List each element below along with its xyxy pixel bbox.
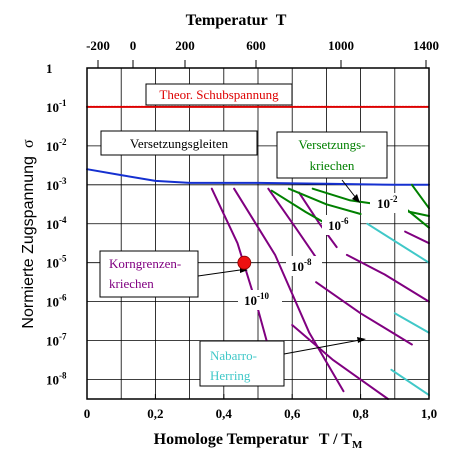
y-axis-symbol: σ xyxy=(20,139,37,148)
series-line-6 xyxy=(291,324,389,400)
region-label-gleiten-text: Versetzungsgleiten xyxy=(130,136,229,151)
region-label-nh-line2: Herring xyxy=(210,368,251,383)
y-tick-label-3: 10-3 xyxy=(46,176,67,193)
region-label-kg-line1: Korngrenzen- xyxy=(109,256,181,271)
leader-korngrenzen-arrow xyxy=(240,268,248,273)
y-tick-label-1: 10-1 xyxy=(46,98,67,115)
x-tick-label-1: 0,2 xyxy=(147,406,163,421)
region-label-kg-line2: kriechen xyxy=(109,276,154,291)
x-tick-label-3: 0,6 xyxy=(284,406,301,421)
series-line-12 xyxy=(311,187,379,206)
rate-label-1e-6-sup: -6 xyxy=(341,216,349,226)
y-tick-label-7: 10-7 xyxy=(46,332,67,349)
x-tick-label-4: 0,8 xyxy=(352,406,369,421)
svg-text:10-2: 10-2 xyxy=(377,194,398,211)
x-tick-label-2: 0,4 xyxy=(216,406,233,421)
annotation-leaders xyxy=(197,179,366,355)
y-axis-label: Normierte Zugspannung xyxy=(20,156,37,329)
region-label-nh-line1: Nabarro- xyxy=(210,348,257,363)
top-axis-tick-labels: -200 0 200 600 1000 1400 xyxy=(86,38,439,53)
rate-label-1e-10: 10-10 xyxy=(238,290,282,310)
top-tick-label: 1400 xyxy=(413,38,439,53)
region-label-korngrenzen: Korngrenzen- kriechen xyxy=(99,250,199,298)
top-tick-label: 200 xyxy=(175,38,195,53)
rate-label-1e-2: 10-2 xyxy=(370,193,408,213)
top-axis-ticks xyxy=(97,60,427,68)
series-group xyxy=(86,105,430,400)
series-line-8 xyxy=(345,253,430,303)
y-tick-label-0: 1 xyxy=(46,61,53,76)
x-axis-label-sub: M xyxy=(352,439,363,451)
series-line-4 xyxy=(267,187,321,264)
x-tick-label-5: 1,0 xyxy=(421,406,437,421)
svg-text:10-8: 10-8 xyxy=(291,257,312,274)
top-tick-label: 0 xyxy=(130,38,137,53)
top-axis-symbol: T xyxy=(276,12,287,29)
series-line-11 xyxy=(287,187,362,215)
leader-versetzungskriechen-arrow xyxy=(352,194,360,203)
rate-label-1e-8-sup: -8 xyxy=(304,257,312,267)
region-label-versetzungskriechen: Versetzungs- kriechen xyxy=(276,131,388,179)
y-tick-label-8: 10-8 xyxy=(46,371,67,388)
top-tick-label: 1000 xyxy=(328,38,354,53)
y-tick-label-5: 10-5 xyxy=(46,254,67,271)
region-label-theor-text: Theor. Schubspannung xyxy=(159,87,279,102)
series-line-15 xyxy=(410,183,430,210)
x-axis-label: Homologe Temperatur xyxy=(154,431,309,448)
rate-label-1e-2-base: 10 xyxy=(377,196,390,211)
series-line-16 xyxy=(366,222,430,264)
rate-label-1e-8-base: 10 xyxy=(291,259,304,274)
x-axis-tick-labels: 0 0,2 0,4 0,6 0,8 1,0 xyxy=(84,406,437,421)
y-tick-label-6: 10-6 xyxy=(46,293,67,310)
series-line-18 xyxy=(390,368,430,397)
y-tick-label-4: 10-4 xyxy=(46,215,67,232)
region-label-vk-line1: Versetzungs- xyxy=(298,137,365,152)
series-line-3 xyxy=(233,187,345,393)
y-axis-title: Normierte Zugspannung σ xyxy=(20,139,37,329)
rate-label-1e-6-base: 10 xyxy=(328,218,341,233)
top-tick-label: 600 xyxy=(246,38,266,53)
x-axis-title: Homologe Temperatur T / TM xyxy=(154,431,363,451)
leader-versetzungskriechen xyxy=(341,179,357,199)
series-line-9 xyxy=(404,230,430,245)
svg-text:10-6: 10-6 xyxy=(328,216,349,233)
series-line-17 xyxy=(393,312,430,334)
series-line-7 xyxy=(315,281,413,346)
rate-label-1e-10-base: 10 xyxy=(244,293,257,308)
leader-korngrenzen xyxy=(197,269,241,277)
leader-nabarro xyxy=(283,339,361,355)
top-axis-label: Temperatur xyxy=(186,12,268,29)
axis-ticks xyxy=(86,394,430,399)
svg-text:10-10: 10-10 xyxy=(244,291,269,308)
top-tick-label: -200 xyxy=(86,38,110,53)
x-tick-label-0: 0 xyxy=(84,406,91,421)
series-line-1 xyxy=(86,168,430,186)
leader-nabarro-arrow xyxy=(357,337,366,343)
rate-label-1e-6: 10-6 xyxy=(322,215,360,235)
series-line-10 xyxy=(270,189,331,227)
region-label-vk-line2: kriechen xyxy=(310,158,355,173)
marker-point xyxy=(237,255,252,270)
region-label-nabarro: Nabarro- Herring xyxy=(199,340,285,387)
rate-label-1e-10-sup: -10 xyxy=(257,291,269,301)
region-label-theor: Theor. Schubspannung xyxy=(145,83,293,106)
plot-frame xyxy=(86,67,430,400)
y-axis-tick-labels: 1 10-1 10-2 10-3 10-4 10-5 10-6 10-7 10-8 xyxy=(46,61,67,388)
rate-label-1e-8: 10-8 xyxy=(286,256,322,276)
y-tick-label-2: 10-2 xyxy=(46,137,67,154)
rate-label-1e-2-sup: -2 xyxy=(390,194,398,204)
region-label-gleiten: Versetzungsgleiten xyxy=(100,130,258,156)
series-line-5 xyxy=(298,191,338,249)
series-line-2 xyxy=(210,187,268,342)
x-axis-label-math: T / T xyxy=(319,431,353,448)
top-axis-title: Temperatur T xyxy=(186,12,287,29)
